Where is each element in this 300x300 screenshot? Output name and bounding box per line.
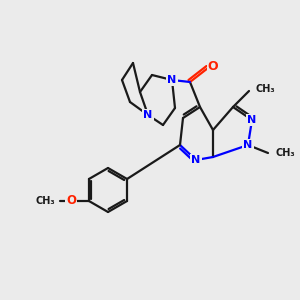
Text: N: N bbox=[167, 75, 177, 85]
Text: O: O bbox=[66, 194, 76, 208]
Text: CH₃: CH₃ bbox=[35, 196, 55, 206]
Text: O: O bbox=[208, 61, 218, 74]
Text: N: N bbox=[248, 115, 256, 125]
Text: N: N bbox=[243, 140, 253, 150]
Text: CH₃: CH₃ bbox=[275, 148, 295, 158]
Text: N: N bbox=[191, 155, 201, 165]
Text: N: N bbox=[143, 110, 153, 120]
Text: CH₃: CH₃ bbox=[256, 84, 276, 94]
